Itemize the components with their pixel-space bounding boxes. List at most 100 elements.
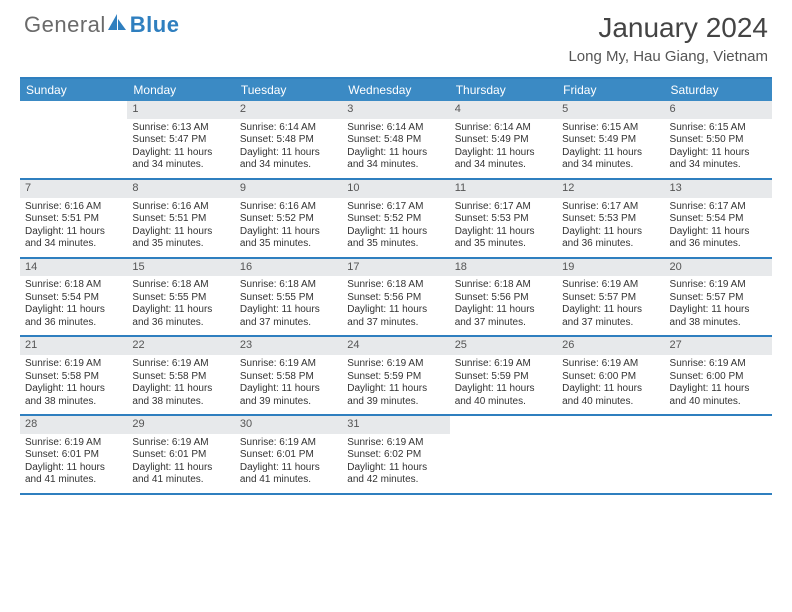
daylight-line: Daylight: 11 hours and 37 minutes. <box>347 304 444 329</box>
week-row: 21Sunrise: 6:19 AMSunset: 5:58 PMDayligh… <box>20 337 772 416</box>
sunrise-line: Sunrise: 6:18 AM <box>240 279 337 292</box>
sunrise-line: Sunrise: 6:19 AM <box>455 358 552 371</box>
day-cell: 5Sunrise: 6:15 AMSunset: 5:49 PMDaylight… <box>557 101 664 178</box>
day-number: 27 <box>665 337 772 355</box>
day-cell: 12Sunrise: 6:17 AMSunset: 5:53 PMDayligh… <box>557 180 664 257</box>
day-body: Sunrise: 6:18 AMSunset: 5:55 PMDaylight:… <box>235 276 342 335</box>
sunset-line: Sunset: 5:57 PM <box>670 292 767 305</box>
sunset-line: Sunset: 6:00 PM <box>670 371 767 384</box>
day-cell: 19Sunrise: 6:19 AMSunset: 5:57 PMDayligh… <box>557 259 664 336</box>
week-row: 14Sunrise: 6:18 AMSunset: 5:54 PMDayligh… <box>20 259 772 338</box>
calendar-grid: SundayMondayTuesdayWednesdayThursdayFrid… <box>20 77 772 495</box>
dow-cell: Monday <box>127 79 234 101</box>
sunset-line: Sunset: 6:01 PM <box>25 449 122 462</box>
sunrise-line: Sunrise: 6:17 AM <box>670 201 767 214</box>
sunrise-line: Sunrise: 6:18 AM <box>25 279 122 292</box>
sunrise-line: Sunrise: 6:17 AM <box>562 201 659 214</box>
daylight-line: Daylight: 11 hours and 35 minutes. <box>455 226 552 251</box>
day-number: 6 <box>665 101 772 119</box>
day-cell: 21Sunrise: 6:19 AMSunset: 5:58 PMDayligh… <box>20 337 127 414</box>
day-body: Sunrise: 6:18 AMSunset: 5:56 PMDaylight:… <box>450 276 557 335</box>
day-cell: 20Sunrise: 6:19 AMSunset: 5:57 PMDayligh… <box>665 259 772 336</box>
brand-text-general: General <box>24 12 106 38</box>
sunset-line: Sunset: 5:56 PM <box>347 292 444 305</box>
daylight-line: Daylight: 11 hours and 38 minutes. <box>25 383 122 408</box>
week-row: 1Sunrise: 6:13 AMSunset: 5:47 PMDaylight… <box>20 101 772 180</box>
day-cell: 13Sunrise: 6:17 AMSunset: 5:54 PMDayligh… <box>665 180 772 257</box>
day-cell: 23Sunrise: 6:19 AMSunset: 5:58 PMDayligh… <box>235 337 342 414</box>
day-body: Sunrise: 6:18 AMSunset: 5:54 PMDaylight:… <box>20 276 127 335</box>
sunset-line: Sunset: 5:58 PM <box>240 371 337 384</box>
location-label: Long My, Hau Giang, Vietnam <box>568 48 768 65</box>
day-body: Sunrise: 6:17 AMSunset: 5:53 PMDaylight:… <box>450 198 557 257</box>
daylight-line: Daylight: 11 hours and 39 minutes. <box>347 383 444 408</box>
daylight-line: Daylight: 11 hours and 42 minutes. <box>347 462 444 487</box>
day-number: 7 <box>20 180 127 198</box>
sunrise-line: Sunrise: 6:19 AM <box>25 358 122 371</box>
day-body: Sunrise: 6:19 AMSunset: 5:58 PMDaylight:… <box>127 355 234 414</box>
sunset-line: Sunset: 5:56 PM <box>455 292 552 305</box>
day-cell: 4Sunrise: 6:14 AMSunset: 5:49 PMDaylight… <box>450 101 557 178</box>
sunrise-line: Sunrise: 6:17 AM <box>455 201 552 214</box>
daylight-line: Daylight: 11 hours and 34 minutes. <box>455 147 552 172</box>
brand-sail-icon <box>106 12 128 32</box>
daylight-line: Daylight: 11 hours and 36 minutes. <box>670 226 767 251</box>
day-number: 13 <box>665 180 772 198</box>
day-cell: 15Sunrise: 6:18 AMSunset: 5:55 PMDayligh… <box>127 259 234 336</box>
day-number: 10 <box>342 180 449 198</box>
sunrise-line: Sunrise: 6:18 AM <box>455 279 552 292</box>
sunrise-line: Sunrise: 6:19 AM <box>240 358 337 371</box>
sunset-line: Sunset: 5:52 PM <box>240 213 337 226</box>
day-cell: 28Sunrise: 6:19 AMSunset: 6:01 PMDayligh… <box>20 416 127 493</box>
day-body: Sunrise: 6:19 AMSunset: 6:01 PMDaylight:… <box>20 434 127 493</box>
day-cell <box>557 416 664 493</box>
day-cell: 17 Sunrise: 6:18 AMSunset: 5:56 PMDayligh… <box>342 259 449 336</box>
day-body: Sunrise: 6:14 AMSunset: 5:48 PMDaylight:… <box>342 119 449 178</box>
day-cell: 6Sunrise: 6:15 AMSunset: 5:50 PMDaylight… <box>665 101 772 178</box>
sunset-line: Sunset: 5:58 PM <box>25 371 122 384</box>
day-cell <box>665 416 772 493</box>
sunset-line: Sunset: 5:53 PM <box>455 213 552 226</box>
sunrise-line: Sunrise: 6:16 AM <box>132 201 229 214</box>
daylight-line: Daylight: 11 hours and 34 minutes. <box>240 147 337 172</box>
sunset-line: Sunset: 5:57 PM <box>562 292 659 305</box>
sunrise-line: Sunrise: 6:19 AM <box>670 358 767 371</box>
day-cell: 10Sunrise: 6:17 AMSunset: 5:52 PMDayligh… <box>342 180 449 257</box>
sunrise-line: Sunrise: 6:19 AM <box>347 358 444 371</box>
daylight-line: Daylight: 11 hours and 41 minutes. <box>25 462 122 487</box>
sunrise-line: Sunrise: 6:19 AM <box>562 358 659 371</box>
day-number: 17 <box>342 259 449 277</box>
dow-cell: Thursday <box>450 79 557 101</box>
day-number: 30 <box>235 416 342 434</box>
daylight-line: Daylight: 11 hours and 35 minutes. <box>240 226 337 251</box>
day-body <box>665 434 772 443</box>
daylight-line: Daylight: 11 hours and 41 minutes. <box>240 462 337 487</box>
daylight-line: Daylight: 11 hours and 34 minutes. <box>25 226 122 251</box>
day-cell <box>20 101 127 178</box>
day-number: 19 <box>557 259 664 277</box>
sunset-line: Sunset: 5:59 PM <box>347 371 444 384</box>
day-cell <box>450 416 557 493</box>
day-number <box>450 416 557 434</box>
month-title: January 2024 <box>568 12 768 44</box>
sunset-line: Sunset: 5:52 PM <box>347 213 444 226</box>
title-block: January 2024 Long My, Hau Giang, Vietnam <box>568 12 768 65</box>
daylight-line: Daylight: 11 hours and 41 minutes. <box>132 462 229 487</box>
daylight-line: Daylight: 11 hours and 34 minutes. <box>562 147 659 172</box>
daylight-line: Daylight: 11 hours and 37 minutes. <box>562 304 659 329</box>
sunrise-line: Sunrise: 6:19 AM <box>240 437 337 450</box>
day-body: Sunrise: 6:19 AMSunset: 5:58 PMDaylight:… <box>20 355 127 414</box>
page-header: General Blue January 2024 Long My, Hau G… <box>0 0 792 71</box>
sunrise-line: Sunrise: 6:18 AM <box>347 279 444 292</box>
daylight-line: Daylight: 11 hours and 40 minutes. <box>455 383 552 408</box>
day-body <box>557 434 664 443</box>
week-row: 7Sunrise: 6:16 AMSunset: 5:51 PMDaylight… <box>20 180 772 259</box>
day-number <box>557 416 664 434</box>
day-cell: 30Sunrise: 6:19 AMSunset: 6:01 PMDayligh… <box>235 416 342 493</box>
sunset-line: Sunset: 5:51 PM <box>132 213 229 226</box>
day-body: Sunrise: 6:16 AMSunset: 5:51 PMDaylight:… <box>20 198 127 257</box>
daylight-line: Daylight: 11 hours and 38 minutes. <box>670 304 767 329</box>
day-number: 4 <box>450 101 557 119</box>
sunrise-line: Sunrise: 6:15 AM <box>670 122 767 135</box>
sunset-line: Sunset: 5:47 PM <box>132 134 229 147</box>
